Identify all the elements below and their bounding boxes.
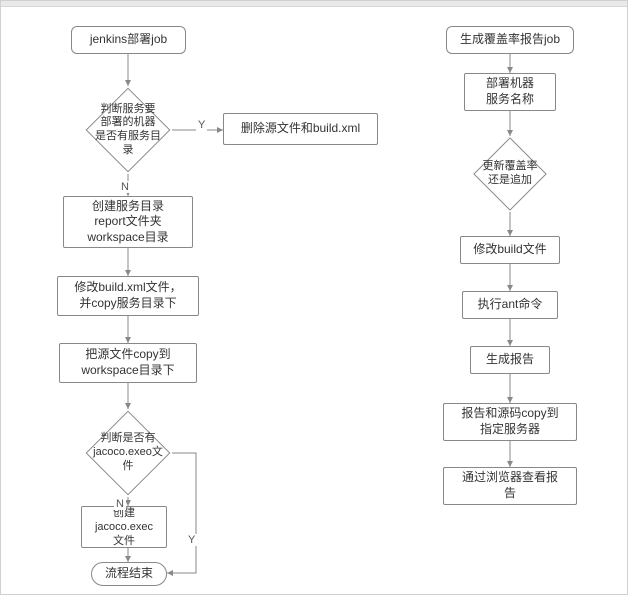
right-deploy-node: 部署机器服务名称 [464, 73, 556, 111]
left-decision-2: 判断是否有jacoco.exeo文件 [84, 409, 172, 497]
top-border [1, 1, 627, 7]
node-label: 部署机器服务名称 [486, 76, 534, 107]
left-create-dirs-node: 创建服务目录report文件夹workspace目录 [63, 196, 193, 248]
node-label: 判断是否有jacoco.exeo文件 [90, 432, 166, 473]
node-label: 流程结束 [105, 566, 153, 582]
node-label: 创建服务目录report文件夹workspace目录 [87, 199, 168, 246]
left-start-node: jenkins部署job [71, 26, 186, 54]
right-modify-node: 修改build文件 [460, 236, 560, 264]
left-delete-node: 删除源文件和build.xml [223, 113, 378, 145]
right-ant-node: 执行ant命令 [462, 291, 558, 319]
edge-label-text: Y [188, 534, 195, 546]
edge-label-d1-y: Y [196, 119, 207, 131]
right-copy-node: 报告和源码copy到指定服务器 [443, 403, 577, 441]
node-label: 执行ant命令 [478, 297, 543, 313]
left-copy-src-node: 把源文件copy到workspace目录下 [59, 343, 197, 383]
right-view-node: 通过浏览器查看报告 [443, 467, 577, 505]
node-label: 生成覆盖率报告job [460, 32, 560, 48]
left-modify-xml-node: 修改build.xml文件，并copy服务目录下 [57, 276, 199, 316]
node-label: 修改build文件 [473, 242, 546, 258]
node-label: 报告和源码copy到指定服务器 [461, 406, 558, 437]
left-end-node: 流程结束 [91, 562, 167, 586]
node-label: 创建jacoco.exec文件 [95, 506, 153, 549]
node-label: 通过浏览器查看报告 [462, 470, 558, 501]
node-label: 删除源文件和build.xml [241, 121, 360, 137]
right-start-node: 生成覆盖率报告job [446, 26, 574, 54]
edge-label-d1-n: N [119, 181, 131, 193]
node-label: 生成报告 [486, 352, 534, 368]
right-decision: 更新覆盖率还是追加 [472, 136, 548, 212]
node-label: 判断服务要部署的机器是否有服务目录 [90, 103, 166, 158]
flowchart-canvas: jenkins部署job 判断服务要部署的机器是否有服务目录 删除源文件和bui… [0, 0, 628, 595]
left-create-exec-node: 创建jacoco.exec文件 [81, 506, 167, 548]
node-label: 把源文件copy到workspace目录下 [81, 347, 174, 378]
right-report-node: 生成报告 [470, 346, 550, 374]
node-label: 更新覆盖率还是追加 [483, 160, 538, 188]
edge-label-text: Y [198, 119, 205, 131]
edge-label-d2-n: N [114, 498, 126, 510]
edge-label-d2-y: Y [186, 534, 197, 546]
node-label: 修改build.xml文件，并copy服务目录下 [74, 280, 181, 311]
left-decision-1: 判断服务要部署的机器是否有服务目录 [84, 86, 172, 174]
edge-label-text: N [121, 181, 129, 193]
node-label: jenkins部署job [90, 32, 167, 48]
edge-label-text: N [116, 498, 124, 510]
